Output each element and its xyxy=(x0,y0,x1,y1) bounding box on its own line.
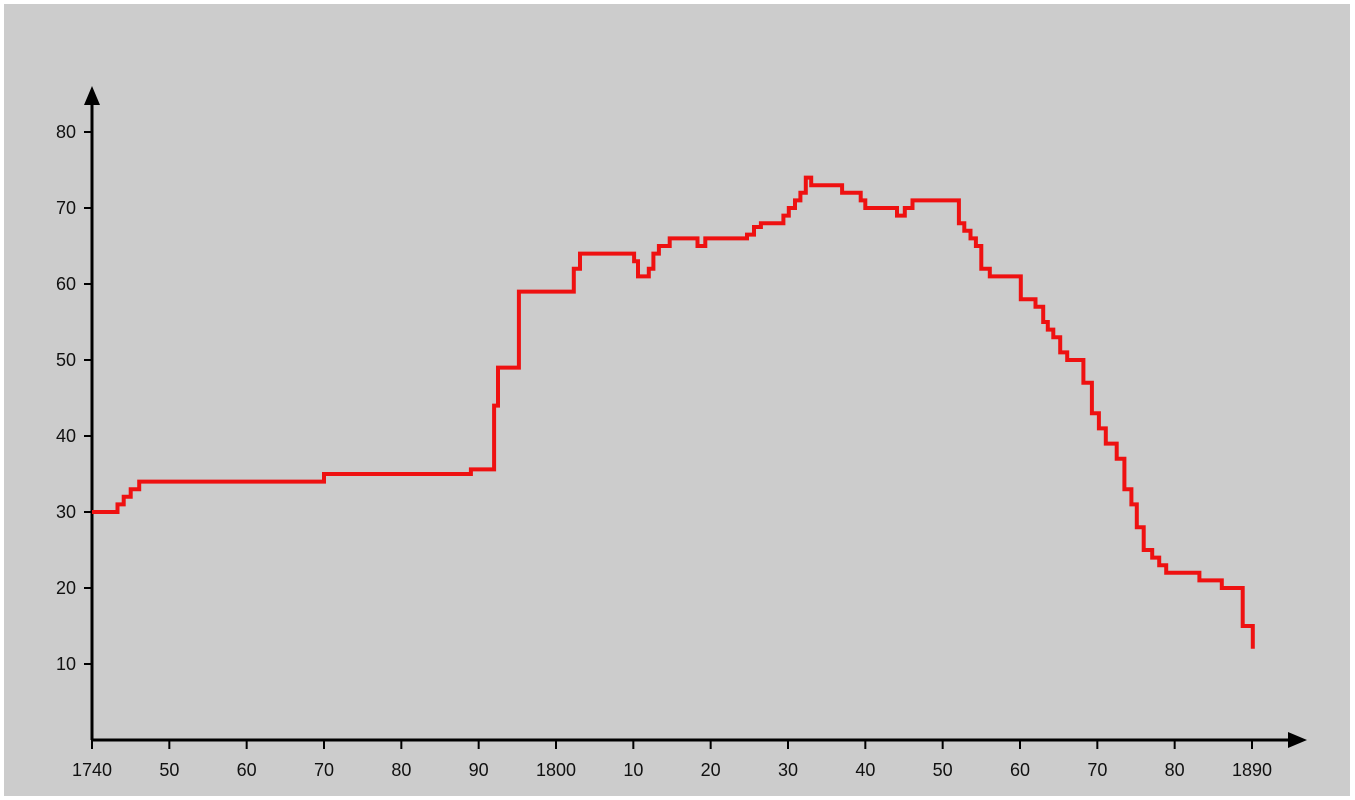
x-tick-label: 1740 xyxy=(72,760,112,780)
series-line xyxy=(92,175,1255,649)
y-tick-label: 40 xyxy=(56,426,76,446)
x-ticks: 1740 50 60 70 80 90 1800 10 20 30 40 50 60 70 80 1890 xyxy=(72,740,1272,780)
chart-frame: 10 20 30 40 50 60 70 80 1740 50 60 70 80 90 1800 10 20 3… xyxy=(4,4,1350,796)
x-tick-label: 70 xyxy=(314,760,334,780)
x-tick-label: 1800 xyxy=(536,760,576,780)
x-tick-label: 80 xyxy=(1165,760,1185,780)
y-tick-label: 60 xyxy=(56,274,76,294)
axes xyxy=(84,86,1307,748)
x-tick-label: 40 xyxy=(855,760,875,780)
y-axis-arrow xyxy=(84,86,100,105)
x-tick-label: 70 xyxy=(1087,760,1107,780)
x-tick-label: 60 xyxy=(1010,760,1030,780)
x-tick-label: 10 xyxy=(623,760,643,780)
y-tick-label: 80 xyxy=(56,122,76,142)
y-tick-label: 10 xyxy=(56,654,76,674)
x-tick-label: 50 xyxy=(159,760,179,780)
step-line-chart: 10 20 30 40 50 60 70 80 1740 50 60 70 80 90 1800 10 20 3… xyxy=(56,86,1307,780)
x-tick-label: 30 xyxy=(778,760,798,780)
series-group xyxy=(92,175,1255,649)
x-axis-arrow xyxy=(1288,732,1307,748)
y-ticks: 10 20 30 40 50 60 70 80 xyxy=(56,122,92,674)
x-tick-label: 20 xyxy=(701,760,721,780)
x-tick-label: 50 xyxy=(933,760,953,780)
y-tick-label: 20 xyxy=(56,578,76,598)
x-tick-label: 1890 xyxy=(1232,760,1272,780)
y-tick-label: 50 xyxy=(56,350,76,370)
x-tick-label: 60 xyxy=(237,760,257,780)
x-tick-label: 80 xyxy=(391,760,411,780)
y-tick-label: 30 xyxy=(56,502,76,522)
x-tick-label: 90 xyxy=(469,760,489,780)
y-tick-label: 70 xyxy=(56,198,76,218)
